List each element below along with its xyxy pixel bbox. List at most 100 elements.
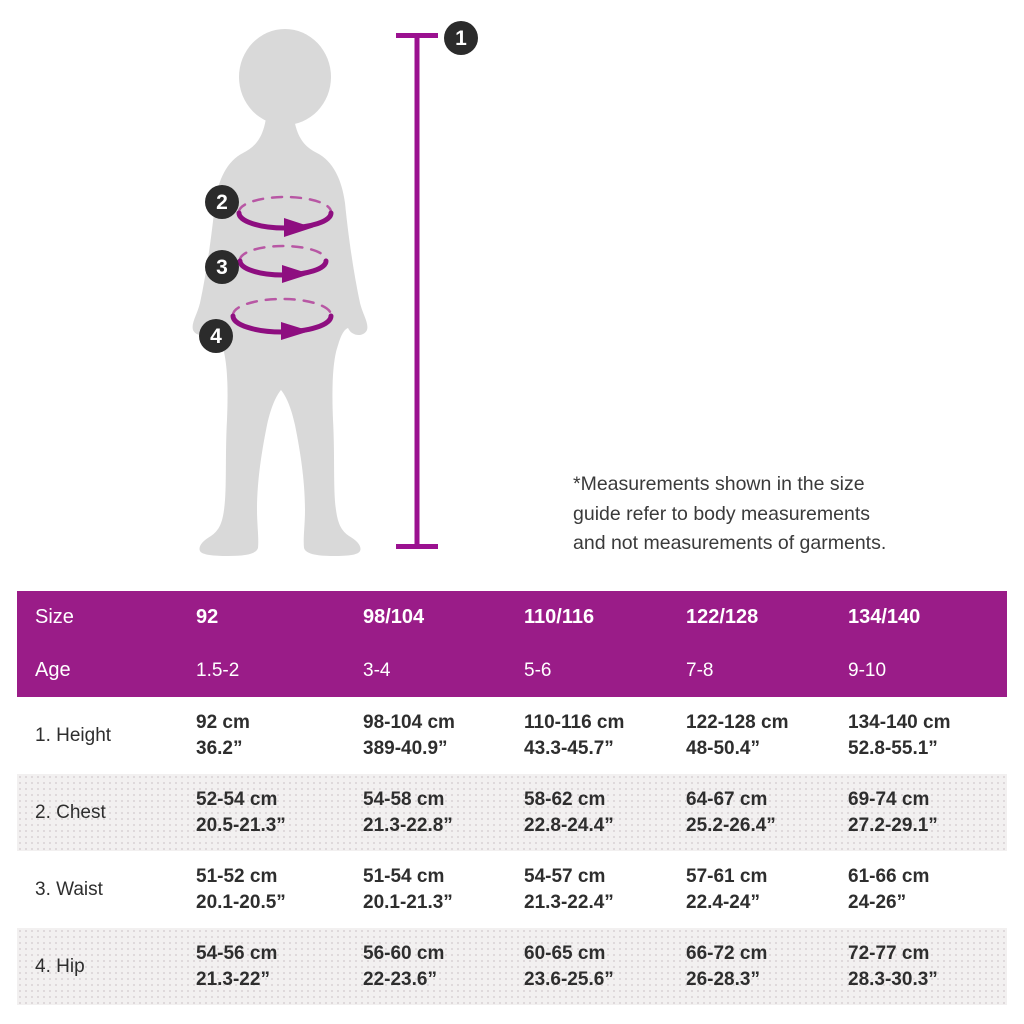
cm-value: 54-58 cm — [363, 788, 445, 810]
measurement-disclaimer: *Measurements shown in the size guide re… — [573, 470, 983, 559]
cm-value: 51-52 cm — [196, 865, 278, 887]
inch-value: 21.3-22.4” — [524, 891, 614, 913]
cm-value: 72-77 cm — [848, 942, 930, 964]
measurement-cell: 92 cm 36.2” — [178, 710, 345, 762]
inch-value: 22.8-24.4” — [524, 814, 614, 836]
inch-value: 36.2” — [196, 737, 243, 759]
measurement-cell: 58-62 cm 22.8-24.4” — [506, 787, 668, 839]
disclaimer-line: and not measurements of garments. — [573, 532, 887, 554]
cm-value: 52-54 cm — [196, 788, 278, 810]
inch-value: 22-23.6” — [363, 968, 437, 990]
row-label: 1. Height — [35, 724, 112, 746]
size-col-122-128: 122/128 — [686, 606, 759, 628]
inch-value: 52.8-55.1” — [848, 737, 938, 759]
size-label: Size — [35, 606, 74, 628]
table-row-waist: 3. Waist 51-52 cm 20.1-20.5” 51-54 cm 20… — [17, 851, 1007, 928]
measurement-cell: 122-128 cm 48-50.4” — [668, 710, 830, 762]
hip-ring-dashed-arc — [231, 297, 333, 317]
cm-value: 69-74 cm — [848, 788, 930, 810]
inch-value: 27.2-29.1” — [848, 814, 938, 836]
measurement-cell: 60-65 cm 23.6-25.6” — [506, 941, 668, 993]
measurement-cell: 54-58 cm 21.3-22.8” — [345, 787, 506, 839]
measurement-cell: 66-72 cm 26-28.3” — [668, 941, 830, 993]
cm-value: 54-56 cm — [196, 942, 278, 964]
disclaimer-line: *Measurements shown in the size — [573, 473, 865, 495]
cm-value: 98-104 cm — [363, 711, 455, 733]
measurement-cell: 51-52 cm 20.1-20.5” — [178, 864, 345, 916]
measurement-cell: 57-61 cm 22.4-24” — [668, 864, 830, 916]
measurement-cell: 110-116 cm 43.3-45.7” — [506, 710, 668, 762]
size-col-98-104: 98/104 — [363, 606, 425, 628]
age-col-3: 5-6 — [524, 659, 552, 681]
inch-value: 20.1-21.3” — [363, 891, 453, 913]
inch-value: 25.2-26.4” — [686, 814, 776, 836]
inch-value: 21.3-22” — [196, 968, 270, 990]
cm-value: 56-60 cm — [363, 942, 445, 964]
waist-badge: 3 — [205, 250, 239, 284]
cm-value: 66-72 cm — [686, 942, 768, 964]
measurement-cell: 54-57 cm 21.3-22.4” — [506, 864, 668, 916]
cm-value: 134-140 cm — [848, 711, 951, 733]
measurement-cell: 134-140 cm 52.8-55.1” — [830, 710, 1007, 762]
row-label: 2. Chest — [35, 801, 106, 823]
height-badge: 1 — [444, 21, 478, 55]
cm-value: 92 cm — [196, 711, 250, 733]
waist-ring-dashed-arc — [238, 244, 328, 262]
cm-value: 110-116 cm — [524, 711, 625, 733]
inch-value: 22.4-24” — [686, 891, 760, 913]
size-header-row: Size 92 98/104 110/116 122/128 134/140 — [17, 591, 1007, 644]
measurement-cell: 51-54 cm 20.1-21.3” — [345, 864, 506, 916]
age-col-2: 3-4 — [363, 659, 391, 681]
measurement-cell: 64-67 cm 25.2-26.4” — [668, 787, 830, 839]
table-row-chest: 2. Chest 52-54 cm 20.5-21.3” 54-58 cm 21… — [17, 774, 1007, 851]
row-label: 4. Hip — [35, 955, 85, 977]
cm-value: 64-67 cm — [686, 788, 768, 810]
size-table: Size 92 98/104 110/116 122/128 134/140 A… — [17, 591, 1007, 1005]
table-row-hip: 4. Hip 54-56 cm 21.3-22” 56-60 cm 22-23.… — [17, 928, 1007, 1005]
silhouette-head-icon — [239, 29, 331, 125]
inch-value: 24-26” — [848, 891, 907, 913]
age-col-5: 9-10 — [848, 659, 887, 681]
chest-ring-arrow-icon — [284, 218, 313, 237]
age-header-row: Age 1.5-2 3-4 5-6 7-8 9-10 — [17, 644, 1007, 697]
hip-badge: 4 — [199, 319, 233, 353]
row-label: 3. Waist — [35, 878, 103, 900]
inch-value: 389-40.9” — [363, 737, 448, 759]
size-table-header: Size 92 98/104 110/116 122/128 134/140 A… — [17, 591, 1007, 697]
measurement-cell: 98-104 cm 389-40.9” — [345, 710, 506, 762]
child-measurement-diagram — [192, 29, 438, 556]
cm-value: 60-65 cm — [524, 942, 606, 964]
age-col-1: 1.5-2 — [196, 659, 240, 681]
cm-value: 61-66 cm — [848, 865, 930, 887]
measurement-cell: 52-54 cm 20.5-21.3” — [178, 787, 345, 839]
waist-ring-arrow-icon — [282, 265, 310, 283]
size-col-134-140: 134/140 — [848, 606, 921, 628]
cm-value: 57-61 cm — [686, 865, 768, 887]
cm-value: 54-57 cm — [524, 865, 606, 887]
disclaimer-line: guide refer to body measurements — [573, 502, 870, 525]
measurement-cell: 56-60 cm 22-23.6” — [345, 941, 506, 993]
chest-badge: 2 — [205, 185, 239, 219]
inch-value: 48-50.4” — [686, 737, 760, 759]
inch-value: 20.5-21.3” — [196, 814, 286, 836]
age-label: Age — [35, 659, 71, 681]
silhouette-body-icon — [192, 118, 368, 556]
inch-value: 28.3-30.3” — [848, 968, 938, 990]
table-row-height: 1. Height 92 cm 36.2” 98-104 cm 389-40.9… — [17, 697, 1007, 774]
inch-value: 43.3-45.7” — [524, 737, 614, 759]
measurement-cell: 72-77 cm 28.3-30.3” — [830, 941, 1007, 993]
inch-value: 20.1-20.5” — [196, 891, 286, 913]
inch-value: 26-28.3” — [686, 968, 760, 990]
inch-value: 21.3-22.8” — [363, 814, 453, 836]
age-col-4: 7-8 — [686, 659, 714, 681]
size-col-92: 92 — [196, 606, 219, 628]
measurement-cell: 61-66 cm 24-26” — [830, 864, 1007, 916]
cm-value: 51-54 cm — [363, 865, 445, 887]
cm-value: 122-128 cm — [686, 711, 789, 733]
chest-ring-dashed-arc — [237, 195, 333, 214]
measurement-cell: 69-74 cm 27.2-29.1” — [830, 787, 1007, 839]
hip-ring-arrow-icon — [281, 322, 310, 340]
measurement-cell: 54-56 cm 21.3-22” — [178, 941, 345, 993]
inch-value: 23.6-25.6” — [524, 968, 614, 990]
